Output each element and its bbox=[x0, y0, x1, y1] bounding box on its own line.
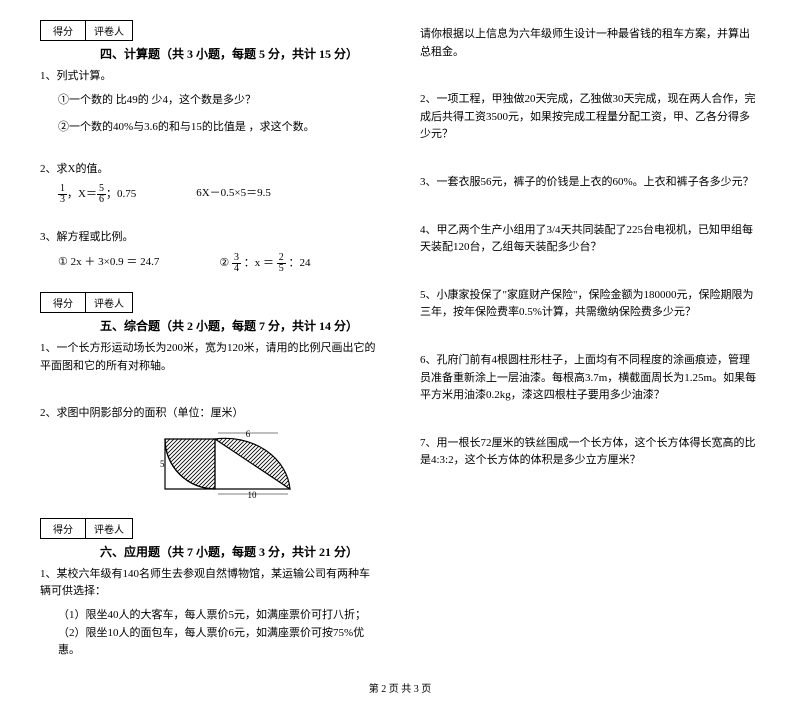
grader-label: 评卷人 bbox=[86, 20, 133, 41]
score-label: 得分 bbox=[40, 292, 86, 313]
q4-2b: 6X－0.5×5＝9.5 bbox=[196, 184, 271, 205]
r-q6: 6、孔府门前有4根圆柱形柱子，上面均有不同程度的涂画痕迹，管理员准备重新涂上一层… bbox=[420, 352, 760, 405]
q4-3b-mid: ：x ＝ bbox=[241, 257, 277, 269]
q4-2-row: 13，X＝56；0.75 6X－0.5×5＝9.5 bbox=[58, 184, 380, 205]
q4-3b-pre: ② bbox=[219, 257, 232, 269]
left-column: 得分 评卷人 四、计算题（共 3 小题，每题 5 分，共计 15 分） 1、列式… bbox=[40, 20, 380, 660]
q5-2: 2、求图中阴影部分的面积（单位：厘米） bbox=[40, 405, 380, 423]
fig-label-bottom: 10 bbox=[248, 490, 258, 499]
score-label: 得分 bbox=[40, 20, 86, 41]
r-q7: 7、用一根长72厘米的铁丝围成一个长方体，这个长方体得长宽高的比是4:3:2，这… bbox=[420, 435, 760, 470]
frac-3-4: 34 bbox=[232, 253, 241, 274]
page-footer: 第 2 页 共 3 页 bbox=[40, 680, 760, 695]
section-6-title: 六、应用题（共 7 小题，每题 3 分，共计 21 分） bbox=[100, 543, 380, 560]
grader-label: 评卷人 bbox=[86, 292, 133, 313]
frac-1-3: 13 bbox=[58, 184, 67, 205]
score-box-4: 得分 评卷人 bbox=[40, 20, 380, 41]
r-q0: 请你根据以上信息为六年级师生设计一种最省钱的租车方案，并算出总租金。 bbox=[420, 26, 760, 61]
q4-1b: ②一个数的40%与3.6的和与15的比值是 ，求这个数。 bbox=[58, 119, 380, 137]
q4-3a: ① 2x ＋ 3×0.9 ＝ 24.7 bbox=[58, 253, 159, 274]
r-q4: 4、甲乙两个生产小组用了3/4天共同装配了225台电视机，已知甲组每天装配120… bbox=[420, 222, 760, 257]
q4-2a-post: ；0.75 bbox=[106, 188, 136, 200]
q4-3b: ② 34 ：x ＝ 25 ：24 bbox=[219, 253, 310, 274]
q4-1: 1、列式计算。 bbox=[40, 68, 380, 86]
score-label: 得分 bbox=[40, 518, 86, 539]
figure-shaded: 6 5 10 bbox=[160, 429, 380, 502]
fig-label-left: 5 bbox=[160, 459, 165, 469]
r-q5: 5、小康家投保了"家庭财产保险"，保险金额为180000元，保险期限为三年，按年… bbox=[420, 287, 760, 322]
figure-svg: 6 5 10 bbox=[160, 429, 300, 499]
q4-1a: ①一个数的 比49的 少4，这个数是多少？ bbox=[58, 92, 380, 110]
section-4-title: 四、计算题（共 3 小题，每题 5 分，共计 15 分） bbox=[100, 45, 380, 62]
q4-3-row: ① 2x ＋ 3×0.9 ＝ 24.7 ② 34 ：x ＝ 25 ：24 bbox=[58, 253, 380, 274]
r-q3: 3、一套衣服56元，裤子的价钱是上衣的60%。上衣和裤子各多少元？ bbox=[420, 174, 760, 192]
q4-2: 2、求X的值。 bbox=[40, 161, 380, 179]
q4-2a-pre: ，X＝ bbox=[67, 188, 97, 200]
score-box-6: 得分 评卷人 bbox=[40, 518, 380, 539]
frac-2-5: 25 bbox=[277, 253, 286, 274]
q4-3b-post: ：24 bbox=[286, 257, 311, 269]
q4-2a: 13，X＝56；0.75 bbox=[58, 184, 136, 205]
right-column: 请你根据以上信息为六年级师生设计一种最省钱的租车方案，并算出总租金。 2、一项工… bbox=[420, 20, 760, 660]
q6-1: 1、某校六年级有140名师生去参观自然博物馆，某运输公司有两种车辆可供选择： bbox=[40, 566, 380, 601]
fig-label-top: 6 bbox=[246, 429, 251, 439]
score-box-5: 得分 评卷人 bbox=[40, 292, 380, 313]
r-q2: 2、一项工程，甲独做20天完成，乙独做30天完成，现在两人合作，完成后共得工资3… bbox=[420, 91, 760, 144]
section-5-title: 五、综合题（共 2 小题，每题 7 分，共计 14 分） bbox=[100, 317, 380, 334]
q6-1a: （1）限坐40人的大客车，每人票价5元，如满座票价可打八折； bbox=[58, 607, 380, 625]
q6-1b: （2）限坐10人的面包车，每人票价6元，如满座票价可按75%优惠。 bbox=[58, 625, 380, 660]
page-columns: 得分 评卷人 四、计算题（共 3 小题，每题 5 分，共计 15 分） 1、列式… bbox=[40, 20, 760, 660]
q5-1: 1、一个长方形运动场长为200米，宽为120米，请用的比例尺画出它的平面图和它的… bbox=[40, 340, 380, 375]
q4-3: 3、解方程或比例。 bbox=[40, 229, 380, 247]
grader-label: 评卷人 bbox=[86, 518, 133, 539]
frac-5-6: 56 bbox=[97, 184, 106, 205]
